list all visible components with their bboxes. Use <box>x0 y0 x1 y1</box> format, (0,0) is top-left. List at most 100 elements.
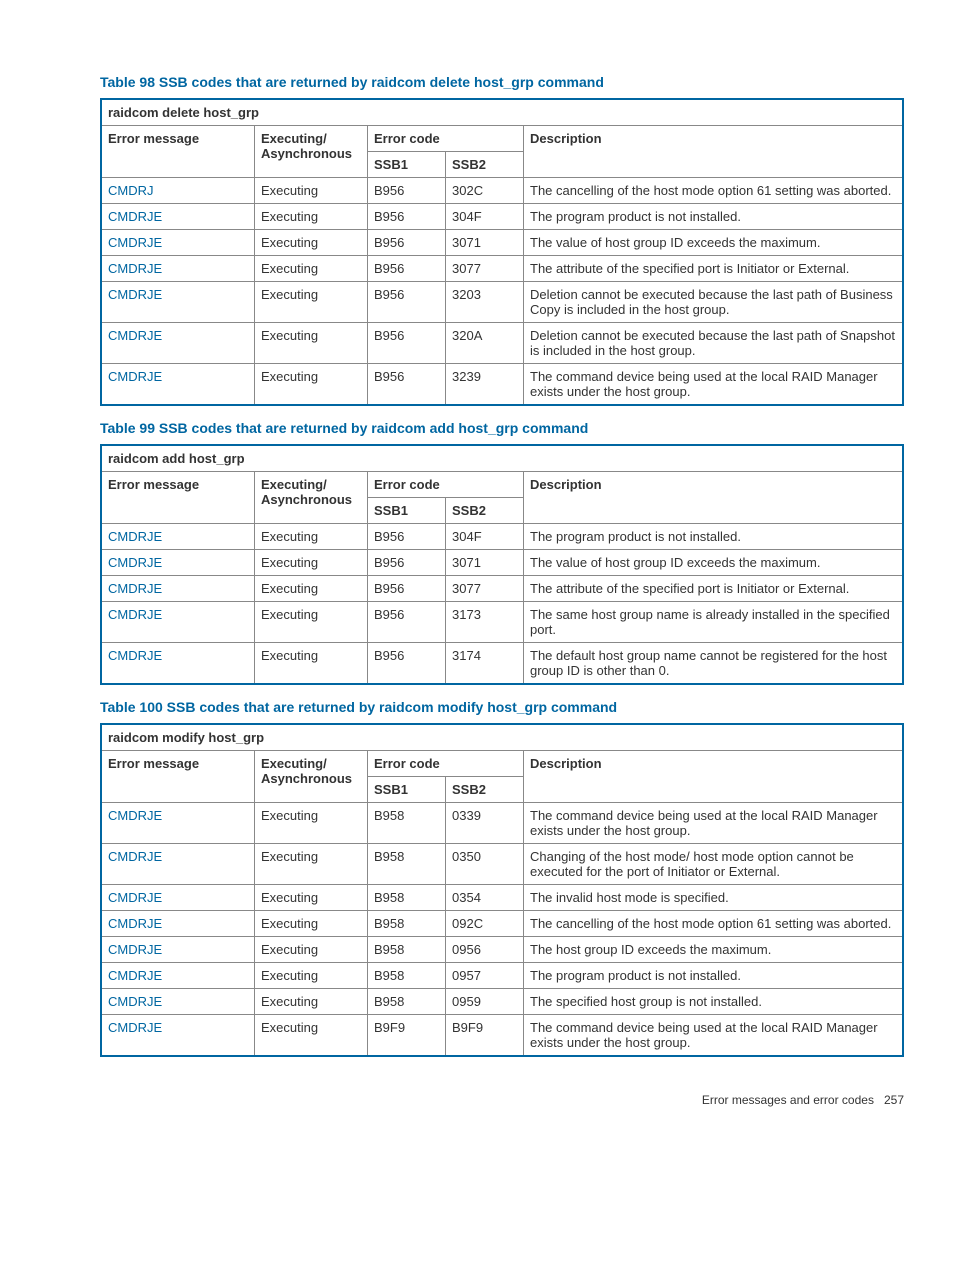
cell-description: The program product is not installed. <box>524 524 904 550</box>
page-footer: Error messages and error codes 257 <box>100 1093 904 1107</box>
table-row: CMDRJEExecutingB9F9B9F9The command devic… <box>101 1015 903 1057</box>
cell-error-message: CMDRJE <box>101 911 255 937</box>
cell-ssb2: 3173 <box>446 602 524 643</box>
cell-exec: Executing <box>255 282 368 323</box>
table-title: Table 100 SSB codes that are returned by… <box>100 699 904 715</box>
cell-error-message: CMDRJE <box>101 803 255 844</box>
cell-ssb1: B9F9 <box>368 1015 446 1057</box>
cell-description: The command device being used at the loc… <box>524 803 904 844</box>
cell-ssb1: B958 <box>368 844 446 885</box>
cell-ssb2: 3239 <box>446 364 524 406</box>
cell-ssb1: B956 <box>368 550 446 576</box>
cell-ssb2: 092C <box>446 911 524 937</box>
cell-exec: Executing <box>255 364 368 406</box>
cell-description: The program product is not installed. <box>524 963 904 989</box>
cell-exec: Executing <box>255 1015 368 1057</box>
col-header: Error code <box>368 472 524 498</box>
tables-container: Table 98 SSB codes that are returned by … <box>100 74 904 1057</box>
cell-ssb1: B958 <box>368 963 446 989</box>
cell-exec: Executing <box>255 989 368 1015</box>
cell-exec: Executing <box>255 643 368 685</box>
cell-exec: Executing <box>255 911 368 937</box>
table-row: CMDRJEExecutingB956304FThe program produ… <box>101 204 903 230</box>
table-row: CMDRJExecutingB956302CThe cancelling of … <box>101 178 903 204</box>
cell-ssb1: B956 <box>368 256 446 282</box>
cell-exec: Executing <box>255 937 368 963</box>
cell-error-message: CMDRJE <box>101 1015 255 1057</box>
cell-ssb2: 0339 <box>446 803 524 844</box>
cell-error-message: CMDRJE <box>101 524 255 550</box>
cell-description: The cancelling of the host mode option 6… <box>524 911 904 937</box>
cell-ssb2: 304F <box>446 204 524 230</box>
cell-exec: Executing <box>255 323 368 364</box>
cell-description: The command device being used at the loc… <box>524 1015 904 1057</box>
table-row: CMDRJEExecutingB9563239The command devic… <box>101 364 903 406</box>
cell-exec: Executing <box>255 803 368 844</box>
cell-ssb1: B956 <box>368 524 446 550</box>
cell-description: The host group ID exceeds the maximum. <box>524 937 904 963</box>
table-row: CMDRJEExecutingB9580339The command devic… <box>101 803 903 844</box>
cell-error-message: CMDRJE <box>101 963 255 989</box>
cell-exec: Executing <box>255 524 368 550</box>
cell-ssb2: 3203 <box>446 282 524 323</box>
table-row: CMDRJEExecutingB9563077The attribute of … <box>101 576 903 602</box>
table-row: CMDRJEExecutingB9563077The attribute of … <box>101 256 903 282</box>
cell-description: The specified host group is not installe… <box>524 989 904 1015</box>
cell-error-message: CMDRJE <box>101 323 255 364</box>
cell-ssb2: 0957 <box>446 963 524 989</box>
col-header: Description <box>524 126 904 178</box>
table-row: CMDRJEExecutingB956320ADeletion cannot b… <box>101 323 903 364</box>
cell-exec: Executing <box>255 230 368 256</box>
cell-ssb1: B958 <box>368 911 446 937</box>
ssb-table: raidcom modify host_grpError messageExec… <box>100 723 904 1057</box>
cell-exec: Executing <box>255 963 368 989</box>
cell-ssb1: B956 <box>368 323 446 364</box>
col-header: Error message <box>101 751 255 803</box>
cell-ssb1: B956 <box>368 364 446 406</box>
table-title: Table 98 SSB codes that are returned by … <box>100 74 904 90</box>
cell-ssb2: 0354 <box>446 885 524 911</box>
table-row: CMDRJEExecutingB9580957The program produ… <box>101 963 903 989</box>
cell-error-message: CMDRJE <box>101 844 255 885</box>
cell-description: The command device being used at the loc… <box>524 364 904 406</box>
footer-text: Error messages and error codes <box>702 1093 874 1107</box>
table-row: CMDRJEExecutingB9563173The same host gro… <box>101 602 903 643</box>
cell-error-message: CMDRJE <box>101 989 255 1015</box>
cell-ssb1: B956 <box>368 282 446 323</box>
cell-exec: Executing <box>255 256 368 282</box>
cell-error-message: CMDRJE <box>101 643 255 685</box>
table-row: CMDRJEExecutingB9580354The invalid host … <box>101 885 903 911</box>
table-row: CMDRJEExecutingB9563203Deletion cannot b… <box>101 282 903 323</box>
cell-ssb1: B956 <box>368 178 446 204</box>
cell-error-message: CMDRJE <box>101 937 255 963</box>
cell-ssb2: 3071 <box>446 550 524 576</box>
col-header: Description <box>524 472 904 524</box>
col-header: SSB1 <box>368 498 446 524</box>
cell-description: The value of host group ID exceeds the m… <box>524 550 904 576</box>
cell-exec: Executing <box>255 550 368 576</box>
table-row: CMDRJEExecutingB958092CThe cancelling of… <box>101 911 903 937</box>
cell-exec: Executing <box>255 885 368 911</box>
col-header: SSB2 <box>446 498 524 524</box>
cell-ssb1: B958 <box>368 989 446 1015</box>
ssb-table: raidcom delete host_grpError messageExec… <box>100 98 904 406</box>
table-title: Table 99 SSB codes that are returned by … <box>100 420 904 436</box>
table-row: CMDRJEExecutingB9580959The specified hos… <box>101 989 903 1015</box>
cell-description: The program product is not installed. <box>524 204 904 230</box>
cell-exec: Executing <box>255 602 368 643</box>
col-header: SSB1 <box>368 152 446 178</box>
col-header: Error code <box>368 126 524 152</box>
cell-ssb1: B956 <box>368 576 446 602</box>
col-header: SSB2 <box>446 777 524 803</box>
cell-error-message: CMDRJE <box>101 230 255 256</box>
cell-ssb2: 0956 <box>446 937 524 963</box>
cell-description: Deletion cannot be executed because the … <box>524 282 904 323</box>
ssb-table: raidcom add host_grpError messageExecuti… <box>100 444 904 685</box>
cell-error-message: CMDRJE <box>101 602 255 643</box>
table-row: CMDRJEExecutingB956304FThe program produ… <box>101 524 903 550</box>
cell-ssb2: 0959 <box>446 989 524 1015</box>
cell-description: The value of host group ID exceeds the m… <box>524 230 904 256</box>
cell-exec: Executing <box>255 178 368 204</box>
table-caption: raidcom modify host_grp <box>101 724 903 751</box>
footer-page: 257 <box>884 1093 904 1107</box>
